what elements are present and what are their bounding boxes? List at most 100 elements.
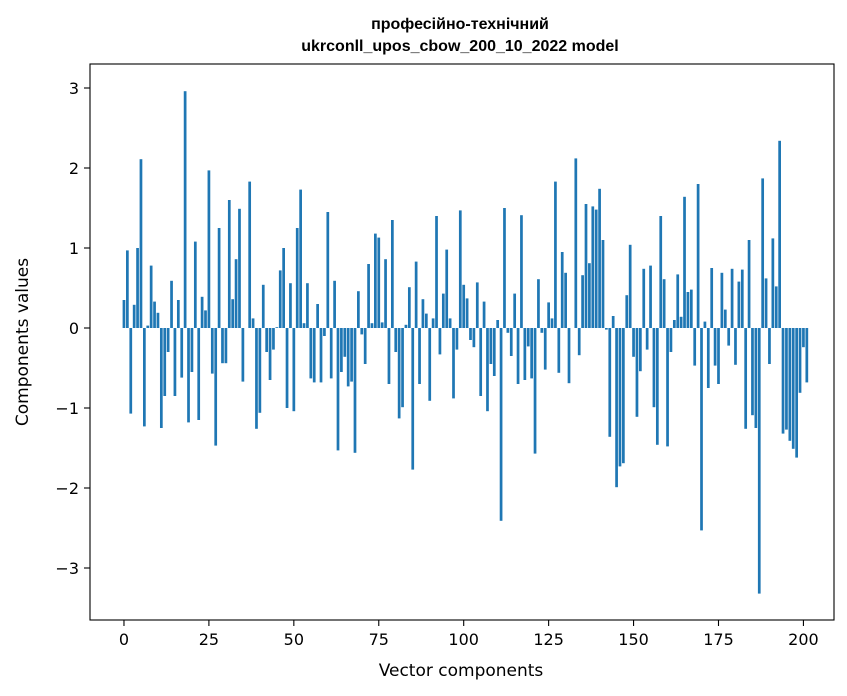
- bar: [778, 140, 781, 328]
- bar: [380, 322, 384, 328]
- bar: [655, 328, 659, 445]
- x-tick-label: 200: [788, 630, 819, 649]
- bar: [635, 328, 639, 417]
- bar: [737, 281, 741, 328]
- bar: [424, 313, 428, 328]
- chart-title-line2: ukrconll_upos_cbow_200_10_2022 model: [301, 38, 618, 55]
- x-tick-label: 125: [533, 630, 564, 649]
- bar: [622, 328, 625, 464]
- bar: [404, 324, 408, 328]
- bar: [340, 328, 343, 372]
- bar: [397, 328, 401, 419]
- bar: [605, 328, 608, 330]
- bar: [503, 208, 506, 328]
- bar: [805, 328, 809, 383]
- bar: [513, 293, 517, 328]
- bar: [554, 181, 557, 328]
- bar: [143, 328, 146, 427]
- bar: [377, 237, 381, 328]
- bar: [414, 261, 418, 328]
- bar: [407, 287, 411, 328]
- y-tick-label: 3: [69, 79, 79, 98]
- bar: [132, 304, 136, 328]
- bar: [289, 283, 292, 328]
- bar: [615, 328, 618, 488]
- bar: [278, 270, 282, 328]
- bar: [526, 328, 530, 347]
- bar: [475, 282, 479, 328]
- bar: [217, 228, 221, 328]
- bar: [747, 240, 751, 328]
- bar: [472, 328, 476, 348]
- bar: [523, 328, 527, 380]
- bar: [730, 268, 734, 328]
- bar: [299, 189, 302, 328]
- bar: [740, 269, 744, 328]
- y-axis-ticks: −3 −2 −1 0 1 2 3: [55, 79, 90, 578]
- bar: [227, 200, 231, 328]
- bar: [509, 328, 513, 356]
- bar: [588, 263, 591, 328]
- plot-frame: [89, 63, 835, 621]
- bar: [713, 328, 717, 366]
- bar: [452, 328, 455, 399]
- bar: [180, 328, 184, 378]
- bar: [428, 328, 432, 401]
- bar: [360, 328, 364, 335]
- bar: [628, 244, 632, 328]
- bar: [238, 208, 241, 328]
- bar: [136, 248, 139, 328]
- bar: [319, 328, 323, 383]
- bar: [700, 328, 703, 531]
- bar: [625, 295, 629, 328]
- bar: [418, 328, 421, 384]
- bar: [285, 328, 289, 408]
- bar: [584, 204, 588, 328]
- bar: [367, 264, 370, 328]
- bar: [251, 318, 255, 328]
- bar: [163, 328, 167, 396]
- bar: [547, 302, 550, 328]
- chart-title-line1: професійно-технічний: [371, 16, 549, 33]
- bar: [363, 328, 367, 364]
- bar: [149, 265, 153, 328]
- bar: [258, 328, 262, 413]
- bar: [591, 206, 595, 328]
- bar: [139, 159, 143, 328]
- bar: [577, 328, 581, 356]
- y-tick-label: −1: [55, 399, 79, 418]
- bar: [153, 301, 156, 328]
- bar: [696, 184, 700, 328]
- bar: [706, 328, 710, 388]
- bar: [689, 289, 693, 328]
- bar: [764, 278, 768, 328]
- x-axis-ticks: 0 25 50 75 100 125 150 175 200: [119, 620, 819, 649]
- bars-group: [122, 91, 809, 594]
- bar: [785, 328, 788, 430]
- bar: [533, 328, 537, 454]
- bar: [384, 259, 387, 328]
- bar: [798, 328, 802, 393]
- bar: [734, 328, 737, 365]
- bar: [727, 328, 731, 346]
- bar: [788, 328, 792, 441]
- bar: [282, 248, 285, 328]
- bar: [248, 181, 252, 328]
- x-tick-label: 25: [199, 630, 219, 649]
- bar: [751, 328, 754, 416]
- bar: [183, 91, 187, 328]
- bar: [207, 170, 211, 328]
- bar: [781, 328, 785, 434]
- bar: [723, 309, 727, 328]
- bar: [666, 328, 669, 447]
- bar: [441, 293, 445, 328]
- bar: [506, 328, 510, 333]
- bar: [757, 328, 761, 594]
- bar: [346, 328, 350, 387]
- bar: [224, 328, 228, 364]
- bar: [187, 328, 190, 423]
- bar: [608, 328, 612, 437]
- bar: [401, 328, 404, 408]
- bar: [122, 300, 126, 328]
- bar: [791, 328, 795, 449]
